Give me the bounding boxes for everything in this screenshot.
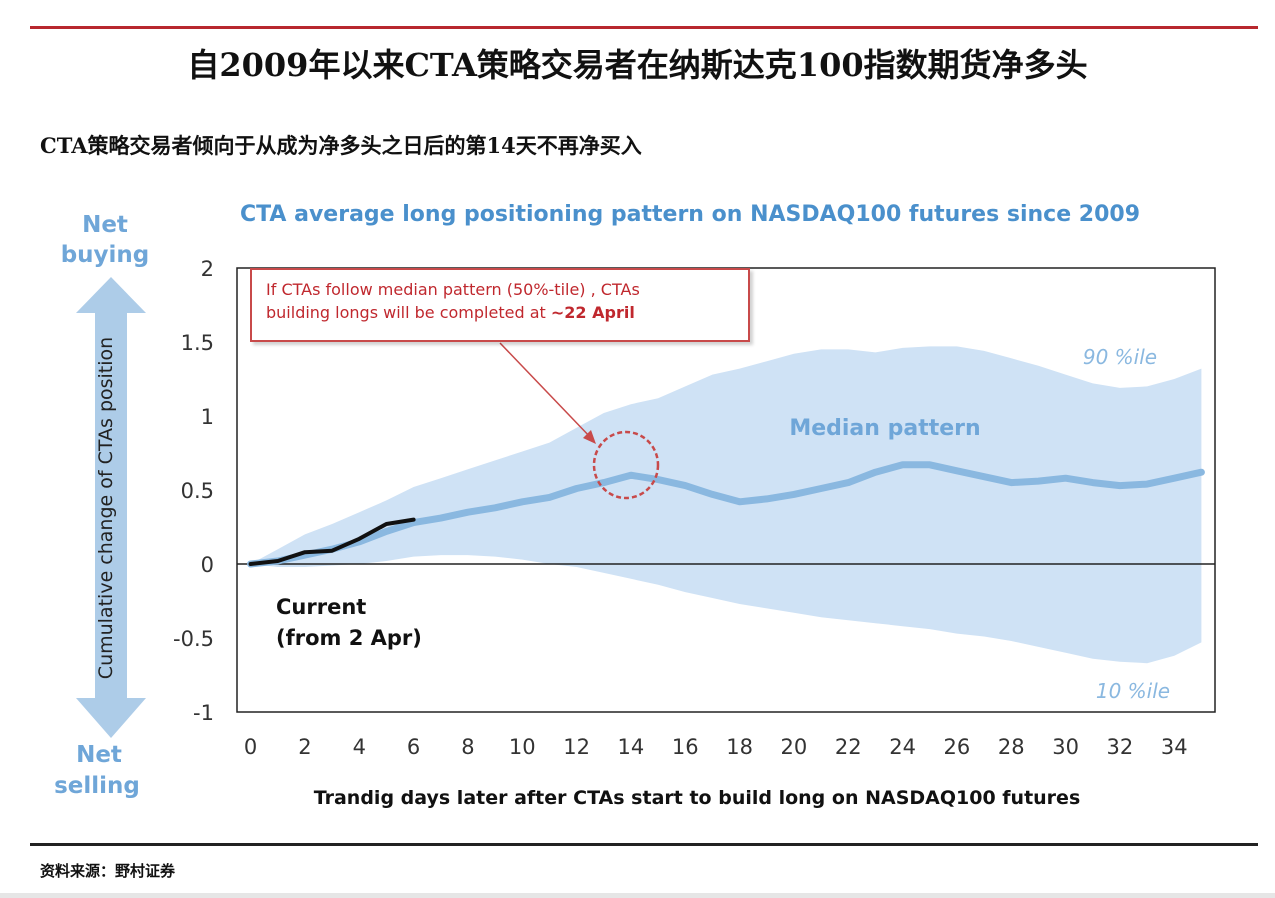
x-tick-label: 14 <box>618 735 645 759</box>
plot-area: -1-0.500.511.52 0 2 4 6 8 10 12 14 16 18 20 22 24 26 2… <box>173 257 1216 759</box>
callout-arrowhead-icon <box>583 430 596 444</box>
bottom-rule <box>30 843 1258 846</box>
net-direction-arrow <box>76 277 146 738</box>
net-selling-label-2: selling <box>54 773 140 799</box>
y-tick-label: 0.5 <box>181 479 214 503</box>
page-title: 自2009年以来CTA策略交易者在纳斯达克100指数期货净多头 <box>187 46 1088 84</box>
x-tick-label: 12 <box>563 735 590 759</box>
callout-line-2-text: building longs will be completed at <box>266 303 551 322</box>
callout-line-1: If CTAs follow median pattern (50%-tile)… <box>266 280 640 299</box>
net-buying-label-2: buying <box>61 242 150 268</box>
x-tick-labels: 0 2 4 6 8 10 12 14 16 18 20 22 24 26 28 30 32 34 <box>244 735 1188 759</box>
x-tick-label: 0 <box>244 735 257 759</box>
lower-percentile-label: 10 %ile <box>1096 679 1170 703</box>
x-tick-label: 2 <box>298 735 311 759</box>
y-tick-labels: -1 -0.5 0 0.5 1 1.5 2 <box>173 257 214 725</box>
x-tick-label: 8 <box>461 735 474 759</box>
top-rule <box>30 26 1258 29</box>
median-pattern-label: Median pattern <box>789 416 980 441</box>
callout-box: If CTAs follow median pattern (50%-tile)… <box>250 268 750 342</box>
current-label-2: (from 2 Apr) <box>276 626 422 650</box>
net-buying-label-1: Net <box>82 212 128 238</box>
y-tick-label: -1 <box>193 701 214 725</box>
current-line <box>248 517 416 566</box>
y-tick-label: 0 <box>201 553 214 577</box>
page-subtitle: CTA策略交易者倾向于从成为净多头之日后的第14天不再净买入 <box>40 133 642 158</box>
highlight-circle <box>592 430 660 500</box>
bottom-strip <box>0 893 1275 898</box>
callout-pointer <box>499 342 594 441</box>
percentile-band <box>250 346 1202 664</box>
y-tick-label: 1.5 <box>181 331 214 355</box>
x-tick-label: 30 <box>1052 735 1079 759</box>
net-selling-label-1: Net <box>76 742 122 768</box>
x-tick-label: 24 <box>889 735 916 759</box>
callout-date: ~22 April <box>550 303 635 322</box>
y-axis-label: Cumulative change of CTAs position <box>95 337 117 679</box>
y-tick-label: 2 <box>201 257 214 281</box>
x-tick-label: 16 <box>672 735 699 759</box>
x-tick-label: 10 <box>509 735 536 759</box>
double-arrow-icon <box>76 277 146 738</box>
callout-line-2: building longs will be completed at ~22 … <box>266 301 734 324</box>
x-tick-label: 28 <box>998 735 1025 759</box>
upper-percentile-label: 90 %ile <box>1083 345 1157 369</box>
x-axis-label: Trandig days later after CTAs start to b… <box>314 787 1081 809</box>
y-tick-label: -0.5 <box>173 627 214 651</box>
x-tick-label: 18 <box>726 735 753 759</box>
x-tick-label: 26 <box>944 735 971 759</box>
x-tick-label: 20 <box>781 735 808 759</box>
y-tick-label: 1 <box>201 405 214 429</box>
x-tick-label: 4 <box>353 735 366 759</box>
x-tick-label: 22 <box>835 735 862 759</box>
x-tick-label: 34 <box>1161 735 1188 759</box>
current-label-1: Current <box>276 595 366 619</box>
chart-title: CTA average long positioning pattern on … <box>240 202 1140 227</box>
x-tick-label: 6 <box>407 735 420 759</box>
median-pattern-line <box>247 461 1205 568</box>
x-tick-label: 32 <box>1107 735 1134 759</box>
source-note: 资料来源：野村证券 <box>40 862 176 880</box>
